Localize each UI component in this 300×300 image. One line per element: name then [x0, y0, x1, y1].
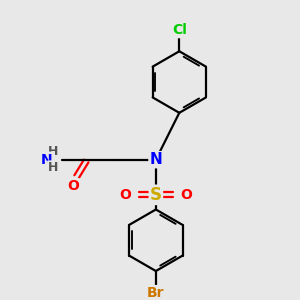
Text: S: S: [150, 186, 162, 204]
Text: N: N: [149, 152, 162, 167]
Text: O: O: [67, 179, 79, 193]
Text: H: H: [48, 161, 58, 174]
Text: Cl: Cl: [172, 23, 187, 37]
Text: N: N: [41, 153, 53, 167]
Text: H: H: [48, 145, 58, 158]
Text: O: O: [120, 188, 132, 202]
Text: O: O: [180, 188, 192, 202]
Text: Br: Br: [147, 286, 165, 300]
